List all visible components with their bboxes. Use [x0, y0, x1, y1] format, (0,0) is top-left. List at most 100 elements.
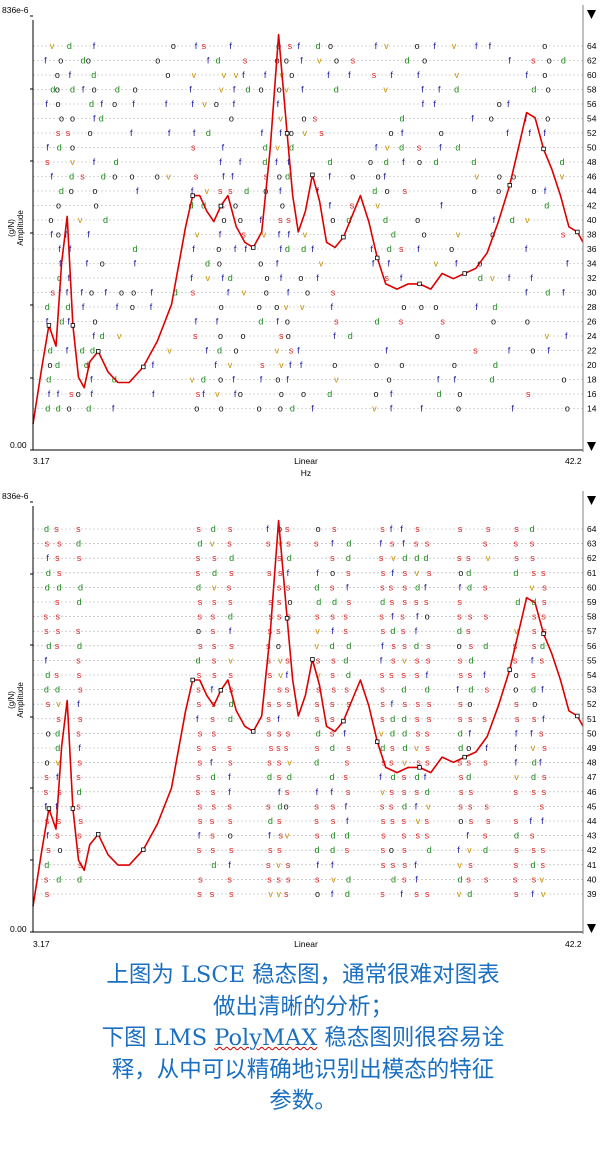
stabilization-symbol: d — [399, 114, 404, 124]
stabilization-symbol: d — [45, 302, 50, 312]
stabilization-symbol: o — [67, 404, 72, 414]
stabilization-symbol: s — [55, 641, 60, 651]
stabilization-symbol: s — [194, 172, 199, 182]
model-order-label: 63 — [587, 539, 597, 549]
stabilization-symbol: v — [276, 860, 281, 870]
stabilization-symbol: f — [328, 172, 331, 182]
stabilization-symbol: d — [492, 302, 497, 312]
stabilization-symbol: f — [286, 670, 289, 680]
scroll-down-arrow-icon[interactable] — [587, 442, 596, 451]
stabilization-symbol: s — [390, 816, 395, 826]
stabilization-symbol: s — [514, 539, 519, 549]
stabilization-symbol: f — [280, 273, 283, 283]
stabilization-symbol: d — [384, 157, 389, 167]
curve-point — [141, 364, 146, 370]
stabilization-symbol: d — [50, 85, 55, 95]
stabilization-symbol: f — [525, 70, 528, 80]
stabilization-symbol: d — [346, 553, 351, 563]
stabilization-symbol: v — [228, 655, 233, 665]
model-order-label: 46 — [587, 172, 597, 182]
stabilization-symbol: s — [66, 128, 71, 138]
stabilization-symbol: d — [211, 772, 216, 782]
stabilization-symbol: s — [458, 655, 463, 665]
stabilization-symbol: v — [416, 816, 421, 826]
stabilization-symbol: s — [484, 874, 489, 884]
stabilization-symbol: s — [542, 743, 547, 753]
stabilization-symbol: d — [327, 389, 332, 399]
stabilization-symbol: f — [469, 728, 472, 738]
stabilization-symbol: s — [459, 787, 464, 797]
stabilization-symbol: d — [267, 772, 272, 782]
stabilization-symbol: s — [315, 831, 320, 841]
stabilization-symbol: v — [268, 889, 273, 899]
stabilization-symbol: o — [94, 201, 99, 211]
stabilization-symbol: s — [466, 626, 471, 636]
stabilization-symbol: s — [542, 772, 547, 782]
stabilization-symbol: d — [101, 172, 106, 182]
stabilization-symbol: s — [389, 670, 394, 680]
stabilization-symbol: o — [258, 259, 263, 269]
stabilization-symbol: s — [285, 685, 290, 695]
stabilization-symbol: o — [452, 360, 457, 370]
scroll-up-arrow-icon[interactable] — [587, 496, 596, 505]
stabilization-symbol: f — [46, 831, 49, 841]
stabilization-symbol: d — [301, 244, 306, 254]
stabilization-symbol: f — [506, 128, 509, 138]
stabilization-symbol: f — [402, 157, 405, 167]
y-unit-label: (g/N) — [7, 691, 16, 709]
stabilization-symbol: s — [212, 553, 217, 563]
stabilization-symbol: o — [86, 56, 91, 66]
stabilization-symbol: f — [508, 273, 511, 283]
stabilization-symbol: s — [403, 568, 408, 578]
stabilization-symbol: o — [472, 186, 477, 196]
stabilization-symbol: o — [119, 288, 124, 298]
stabilization-symbol: s — [415, 831, 420, 841]
stabilization-symbol: s — [561, 230, 566, 240]
stabilization-symbol: f — [278, 230, 281, 240]
stabilization-symbol: d — [471, 157, 476, 167]
stabilization-symbol: s — [389, 787, 394, 797]
stabilization-symbol: s — [76, 772, 81, 782]
stabilization-symbol: f — [289, 360, 292, 370]
curve-point — [575, 713, 580, 719]
stabilization-symbol: d — [103, 215, 108, 225]
scroll-up-arrow-icon[interactable] — [587, 10, 596, 19]
stabilization-symbol: o — [92, 186, 97, 196]
stabilization-symbol: f — [211, 685, 214, 695]
stabilization-symbol: f — [44, 56, 47, 66]
stabilization-symbol: s — [288, 41, 293, 51]
stabilization-symbol: d — [330, 641, 335, 651]
model-order-label: 40 — [587, 215, 597, 225]
model-order-label: 54 — [587, 670, 597, 680]
stabilization-symbol: s — [425, 758, 430, 768]
stabilization-symbol: v — [303, 230, 308, 240]
stabilization-symbol: s — [277, 845, 282, 855]
stabilization-symbol: f — [233, 99, 236, 109]
stabilization-symbol: f — [415, 801, 418, 811]
stabilization-symbol: f — [493, 215, 496, 225]
model-order-label: 64 — [587, 41, 597, 51]
stabilization-symbol: f — [242, 70, 245, 80]
stabilization-symbol: d — [228, 273, 233, 283]
stabilization-symbol: o — [374, 389, 379, 399]
stabilization-symbol: f — [90, 375, 93, 385]
stabilization-symbol: f — [260, 375, 263, 385]
scroll-down-arrow-icon[interactable] — [587, 924, 596, 933]
stabilization-symbol: d — [469, 655, 474, 665]
stabilization-symbol: f — [234, 244, 237, 254]
stabilization-symbol: s — [531, 670, 536, 680]
stabilization-symbol: d — [329, 772, 334, 782]
stabilization-symbol: f — [228, 787, 231, 797]
stabilization-symbol: d — [483, 641, 488, 651]
stabilization-symbol: d — [346, 874, 351, 884]
stabilization-symbol: f — [46, 317, 49, 327]
stabilization-symbol: s — [243, 56, 248, 66]
stabilization-symbol: s — [197, 612, 202, 622]
stabilization-symbol: f — [264, 70, 267, 80]
stabilization-symbol: f — [417, 70, 420, 80]
stabilization-symbol: v — [319, 259, 324, 269]
stabilization-symbol: v — [384, 41, 389, 51]
stabilization-symbol: s — [260, 360, 265, 370]
stabilization-symbol: s — [330, 553, 335, 563]
curve-point — [190, 193, 195, 198]
